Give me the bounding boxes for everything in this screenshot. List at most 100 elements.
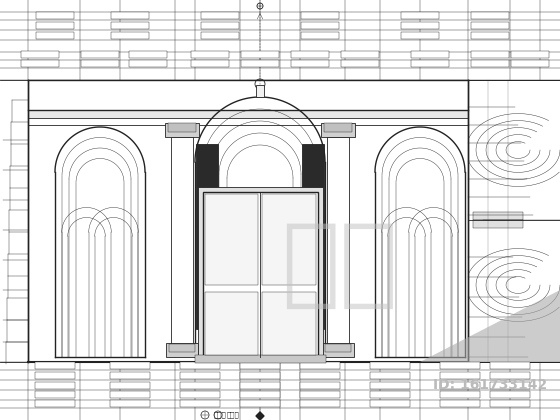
Bar (110, 400, 150, 407)
Bar (21, 60, 59, 67)
Text: 知末: 知末 (282, 218, 398, 312)
Bar (300, 382, 340, 389)
Bar (440, 400, 480, 407)
Bar (471, 32, 509, 39)
Bar (191, 60, 229, 67)
Bar (201, 12, 239, 19)
Bar (302, 144, 324, 329)
Bar (36, 32, 74, 39)
Bar (401, 32, 439, 39)
Bar (411, 60, 449, 67)
Bar (370, 382, 410, 389)
Bar (300, 391, 340, 398)
Bar (301, 22, 339, 29)
Bar (129, 51, 167, 58)
Bar (511, 51, 549, 58)
Bar (471, 22, 509, 29)
Bar (204, 292, 258, 355)
Bar (191, 51, 229, 58)
Bar (28, 110, 468, 118)
Text: 立面图: 立面图 (213, 412, 226, 418)
Bar (169, 344, 195, 352)
Bar (301, 32, 339, 39)
Bar (35, 372, 75, 379)
Bar (321, 123, 355, 137)
Bar (166, 343, 198, 357)
Bar (440, 382, 480, 389)
Bar (322, 343, 354, 357)
Bar (36, 12, 74, 19)
Bar (490, 362, 530, 369)
Bar (180, 372, 220, 379)
Bar (111, 12, 149, 19)
Bar (36, 22, 74, 29)
Bar (411, 51, 449, 58)
Bar (110, 382, 150, 389)
Bar (262, 292, 315, 355)
Bar (341, 60, 379, 67)
Bar (204, 194, 258, 285)
Bar (291, 51, 329, 58)
Bar (168, 123, 196, 132)
Bar (180, 382, 220, 389)
Bar (401, 12, 439, 19)
Bar (110, 391, 150, 398)
Bar (300, 372, 340, 379)
Bar (241, 51, 279, 58)
Bar (341, 51, 379, 58)
Bar (240, 382, 280, 389)
Bar (201, 32, 239, 39)
Bar (111, 22, 149, 29)
Bar (81, 60, 119, 67)
Polygon shape (256, 412, 264, 420)
Bar (440, 391, 480, 398)
Polygon shape (420, 290, 560, 362)
Bar (291, 60, 329, 67)
Bar (180, 400, 220, 407)
Bar (165, 123, 199, 137)
Bar (471, 51, 509, 58)
Bar (327, 137, 349, 345)
Bar (240, 391, 280, 398)
Bar (490, 382, 530, 389)
Bar (490, 391, 530, 398)
Bar (440, 362, 480, 369)
Bar (262, 194, 315, 285)
Bar (180, 391, 220, 398)
Bar (490, 400, 530, 407)
Bar (81, 51, 119, 58)
Bar (35, 391, 75, 398)
Bar (324, 123, 352, 132)
Bar (473, 212, 523, 220)
Bar (300, 400, 340, 407)
Bar (194, 355, 325, 363)
Bar (21, 51, 59, 58)
Bar (301, 12, 339, 19)
Bar (240, 372, 280, 379)
Bar (180, 362, 220, 369)
Bar (241, 60, 279, 67)
Bar (203, 192, 318, 357)
Bar (171, 137, 193, 345)
Bar (511, 60, 549, 67)
Bar (370, 362, 410, 369)
Bar (490, 372, 530, 379)
Bar (370, 372, 410, 379)
Bar (35, 382, 75, 389)
Bar (401, 22, 439, 29)
Bar (370, 400, 410, 407)
Bar (196, 144, 218, 329)
Bar (473, 220, 523, 228)
Bar (35, 362, 75, 369)
Bar (471, 12, 509, 19)
Bar (240, 400, 280, 407)
Bar (201, 22, 239, 29)
Bar (198, 187, 323, 357)
Bar (471, 60, 509, 67)
Bar (35, 400, 75, 407)
Text: 立面图: 立面图 (227, 412, 239, 418)
Bar (370, 391, 410, 398)
Bar (300, 362, 340, 369)
Bar (325, 344, 351, 352)
Bar (256, 85, 264, 97)
